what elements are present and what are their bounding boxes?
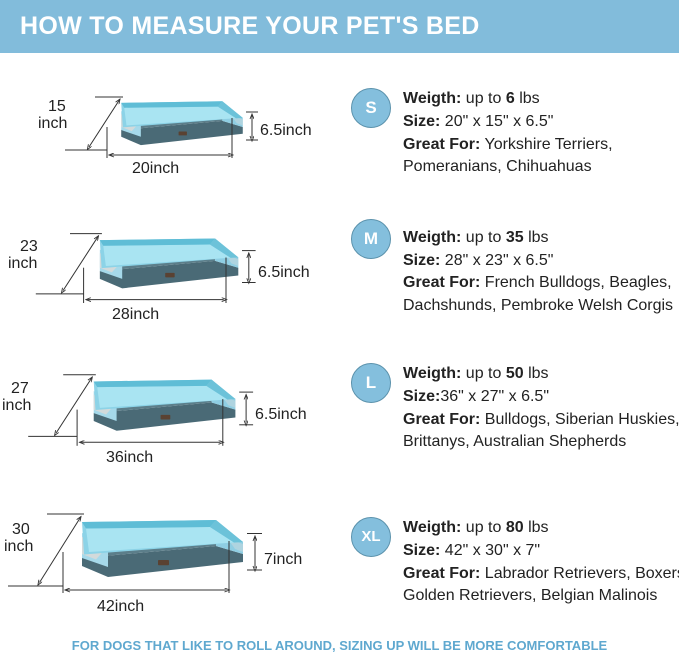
svg-text:6.5inch: 6.5inch: [258, 264, 310, 281]
svg-text:inch: inch: [4, 538, 33, 555]
svg-text:42inch: 42inch: [97, 598, 144, 615]
svg-text:inch: inch: [2, 397, 31, 414]
svg-text:inch: inch: [8, 255, 37, 272]
svg-text:20inch: 20inch: [132, 160, 179, 177]
svg-text:27: 27: [11, 380, 29, 397]
svg-text:6.5inch: 6.5inch: [260, 122, 312, 139]
svg-text:6.5inch: 6.5inch: [255, 406, 307, 423]
svg-text:15: 15: [48, 98, 66, 115]
svg-text:inch: inch: [38, 115, 67, 132]
svg-text:28inch: 28inch: [112, 306, 159, 323]
svg-text:7inch: 7inch: [264, 551, 302, 568]
svg-text:30: 30: [12, 521, 30, 538]
svg-text:36inch: 36inch: [106, 449, 153, 466]
svg-text:23: 23: [20, 238, 38, 255]
